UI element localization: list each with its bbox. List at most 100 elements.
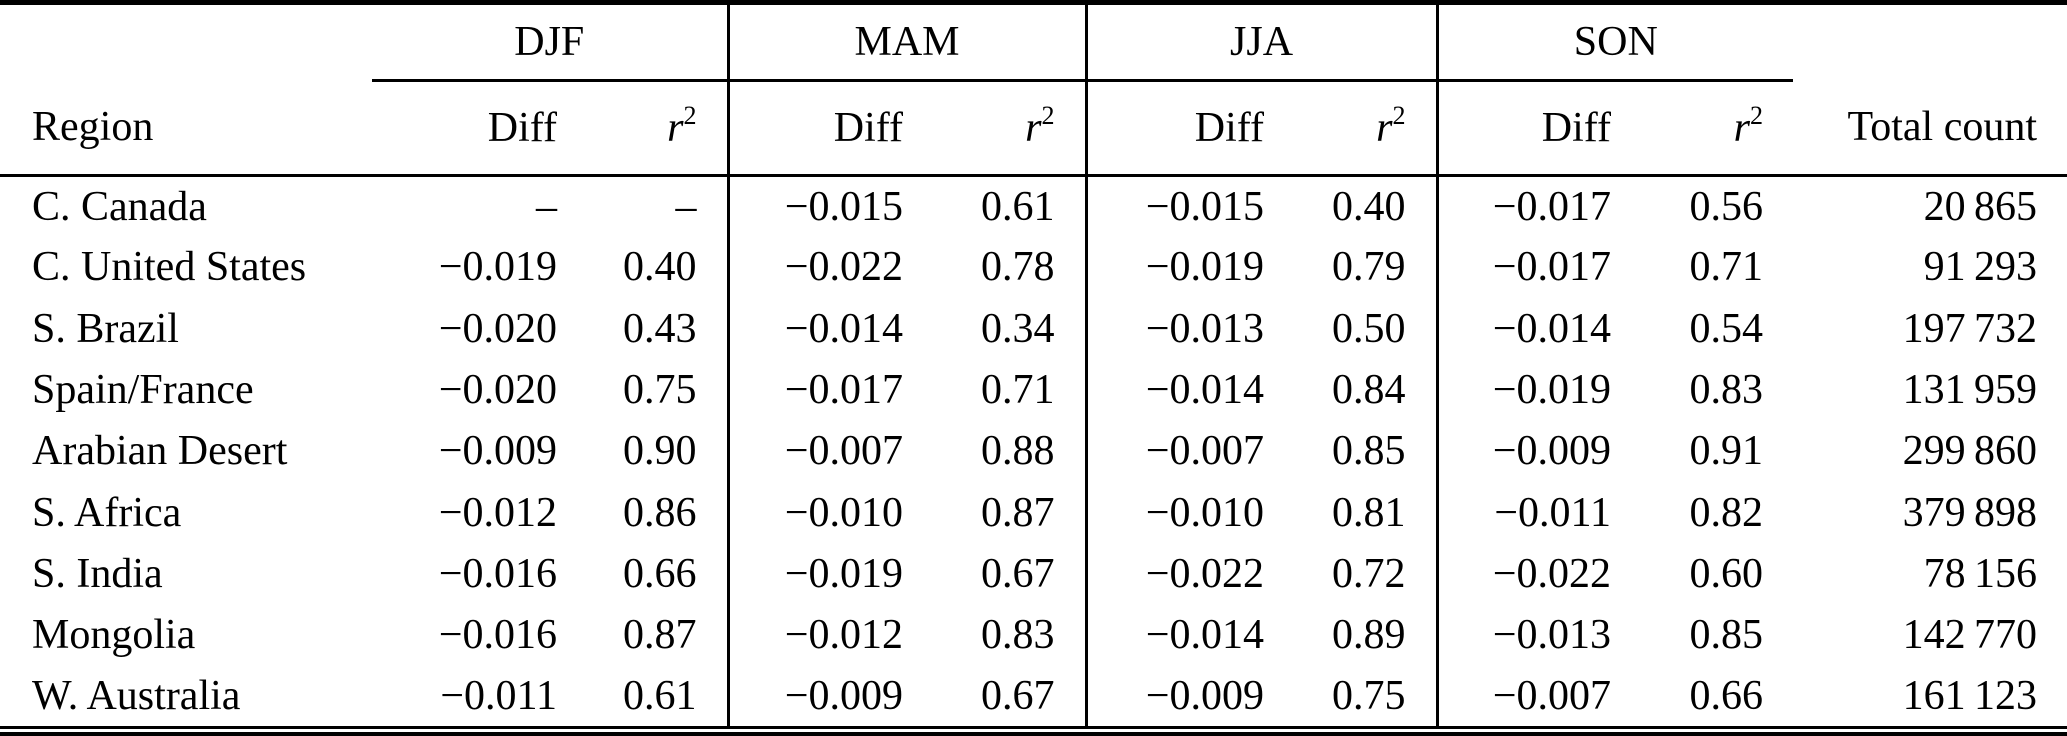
son-diff-cell: −0.009 <box>1435 420 1642 483</box>
region-cell: C. United States <box>32 244 307 291</box>
region-cell: Spain/France <box>32 367 254 414</box>
mam-diff-cell: −0.010 <box>726 482 934 544</box>
bottom-rule <box>0 732 2067 736</box>
son-r2-cell: 0.60 <box>1689 551 1764 598</box>
table-body: C. Canada – – −0.015 0.61 −0.015 0.40 −0… <box>0 175 2067 728</box>
mam-diff-cell: −0.007 <box>726 420 934 483</box>
mam-r2-cell: 0.71 <box>981 367 1055 414</box>
season-header-row: DJF MAM JJA SON <box>0 2 2067 82</box>
region-cell: Arabian Desert <box>32 428 288 475</box>
djf-r2-cell: 0.61 <box>623 672 697 719</box>
table-row: S. India −0.016 0.66 −0.019 0.67 −0.022 … <box>0 543 2067 605</box>
jja-r2-cell: 0.79 <box>1332 244 1406 291</box>
table-row: S. Brazil −0.020 0.43 −0.014 0.34 −0.013… <box>0 298 2067 360</box>
djf-r2-cell: 0.90 <box>623 428 697 475</box>
total-count-cell: 131 959 <box>1902 367 2038 414</box>
region-cell: S. India <box>32 551 163 598</box>
jja-r2-cell: 0.72 <box>1332 551 1406 598</box>
jja-r2-cell: 0.85 <box>1332 428 1406 475</box>
jja-r2-cell: 0.84 <box>1332 367 1406 414</box>
jja-diff-cell: −0.007 <box>1084 420 1295 483</box>
total-count-cell: 91 293 <box>1923 244 2038 291</box>
jja-diff-cell: −0.022 <box>1084 543 1295 605</box>
region-column-header: Region <box>0 80 372 177</box>
mam-diff-cell: −0.014 <box>726 298 934 360</box>
jja-r2-cell: 0.81 <box>1332 489 1406 536</box>
r-symbol: r <box>1733 104 1750 151</box>
corner-spacer-left <box>0 3 372 81</box>
r-exponent: 2 <box>1750 100 1764 130</box>
son-diff-cell: −0.014 <box>1435 298 1642 360</box>
r-symbol: r <box>667 104 684 151</box>
mam-r2-cell: 0.67 <box>981 551 1055 598</box>
season-header-mam: MAM <box>726 2 1087 82</box>
son-r2-cell: 0.83 <box>1689 367 1764 414</box>
mam-diff-cell: −0.017 <box>726 359 934 421</box>
djf-r2-cell: 0.86 <box>623 489 697 536</box>
table-row: Spain/France −0.020 0.75 −0.017 0.71 −0.… <box>0 359 2067 421</box>
mam-diff-cell: −0.022 <box>726 236 934 299</box>
son-diff-cell: −0.007 <box>1435 666 1642 728</box>
total-count-cell: 161 123 <box>1902 672 2038 719</box>
djf-r2-cell: 0.40 <box>623 244 697 291</box>
mam-diff-cell: −0.015 <box>726 175 934 237</box>
region-cell: Mongolia <box>32 612 196 659</box>
total-count-header: Total count <box>1793 80 2067 177</box>
r-symbol: r <box>1025 104 1042 151</box>
jja-diff-cell: −0.014 <box>1084 359 1295 421</box>
region-cell: W. Australia <box>32 672 241 719</box>
table-row: Arabian Desert −0.009 0.90 −0.007 0.88 −… <box>0 420 2067 483</box>
total-count-cell: 299 860 <box>1902 428 2038 475</box>
djf-r2-cell: – <box>675 183 697 230</box>
region-cell: S. Africa <box>32 489 182 536</box>
season-header-son: SON <box>1435 2 1794 82</box>
djf-r2-cell: 0.75 <box>623 367 697 414</box>
mam-r2-cell: 0.88 <box>981 428 1055 475</box>
mam-r2-cell: 0.78 <box>981 244 1055 291</box>
jja-r2-cell: 0.50 <box>1332 305 1406 352</box>
son-diff-cell: −0.017 <box>1435 236 1642 299</box>
djf-diff-cell: −0.020 <box>438 305 557 352</box>
r-symbol: r <box>1376 104 1393 151</box>
mam-diff-header: Diff <box>726 80 934 177</box>
djf-diff-cell: −0.016 <box>438 551 557 598</box>
jja-r2-cell: 0.89 <box>1332 612 1406 659</box>
total-count-cell: 20 865 <box>1923 183 2038 230</box>
mam-r2-cell: 0.83 <box>981 612 1055 659</box>
mam-r2-cell: 0.67 <box>981 672 1055 719</box>
son-r2-cell: 0.91 <box>1689 428 1764 475</box>
table-row: S. Africa −0.012 0.86 −0.010 0.87 −0.010… <box>0 482 2067 544</box>
jja-diff-cell: −0.013 <box>1084 298 1295 360</box>
season-header-djf: DJF <box>372 2 729 82</box>
mam-r2-cell: 0.87 <box>981 489 1055 536</box>
total-count-cell: 142 770 <box>1902 612 2038 659</box>
total-count-cell: 379 898 <box>1902 489 2038 536</box>
son-r2-cell: 0.71 <box>1689 244 1764 291</box>
djf-diff-cell: −0.020 <box>438 367 557 414</box>
r-exponent: 2 <box>1041 100 1055 130</box>
corner-spacer-right <box>1793 3 2067 81</box>
djf-diff-cell: −0.012 <box>438 489 557 536</box>
djf-r2-header: r2 <box>587 80 729 177</box>
djf-diff-header: Diff <box>372 80 587 177</box>
mam-r2-cell: 0.61 <box>981 183 1055 230</box>
table-row: Mongolia −0.016 0.87 −0.012 0.83 −0.014 … <box>0 604 2067 667</box>
djf-r2-cell: 0.66 <box>623 551 697 598</box>
jja-r2-cell: 0.40 <box>1332 183 1406 230</box>
jja-diff-cell: −0.010 <box>1084 482 1295 544</box>
season-header-jja: JJA <box>1084 2 1438 82</box>
djf-r2-cell: 0.43 <box>623 305 697 352</box>
jja-diff-cell: −0.015 <box>1084 175 1295 237</box>
son-r2-header: r2 <box>1641 80 1794 177</box>
jja-diff-cell: −0.014 <box>1084 604 1295 667</box>
mam-r2-cell: 0.34 <box>981 305 1055 352</box>
total-count-cell: 78 156 <box>1923 551 2038 598</box>
mam-diff-cell: −0.019 <box>726 543 934 605</box>
son-r2-cell: 0.82 <box>1689 489 1764 536</box>
son-diff-cell: −0.022 <box>1435 543 1642 605</box>
son-diff-cell: −0.013 <box>1435 604 1642 667</box>
jja-r2-cell: 0.75 <box>1332 672 1406 719</box>
son-diff-header: Diff <box>1435 80 1642 177</box>
